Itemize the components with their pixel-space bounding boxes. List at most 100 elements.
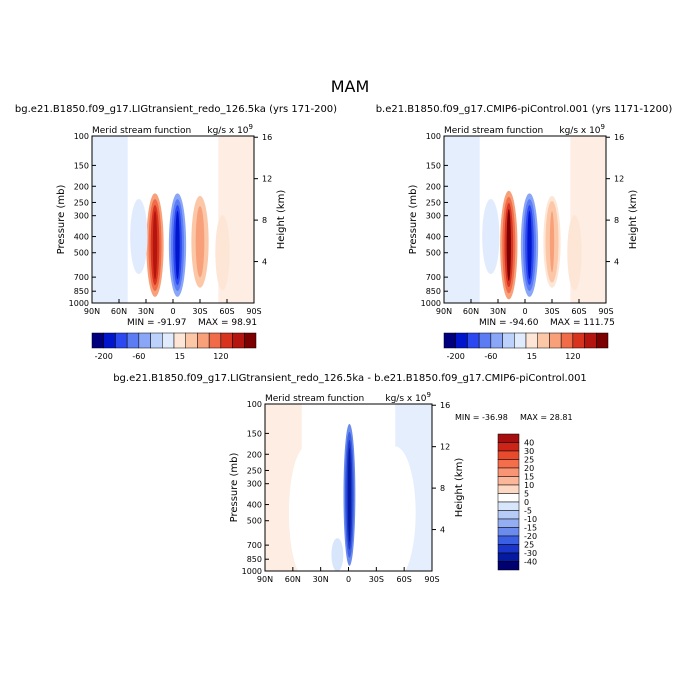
x-tick-label: 30S [369,575,384,584]
stream-cell [389,468,401,558]
y-tick-label: 500 [74,249,89,258]
y-tick-label: 400 [74,233,89,242]
y2-tick-label: 8 [440,484,445,493]
colorbar-box [467,332,480,349]
x-tick-label: 30N [138,307,154,316]
x-tick-label: 60N [463,307,479,316]
y-tick-label: 1000 [242,567,262,576]
colorbar-label: -40 [524,558,537,567]
colorbar-label: 15 [527,352,537,361]
y-tick-label: 200 [426,182,441,191]
units-base: kg/s x 10 [559,126,600,136]
colorbar-box [497,493,520,503]
plot-subtitle: Merid stream function [265,394,364,404]
colorbar-box [596,332,609,349]
colorbar-box [502,332,515,349]
units-exponent: 9 [249,123,253,131]
season-title: MAM [331,77,370,96]
y-tick-label: 500 [426,249,441,258]
colorbar-box [173,332,186,349]
colorbar-label: 0 [524,498,529,507]
y-axis-label: Pressure (mb) [229,453,240,523]
colorbar-label: -20 [524,532,537,541]
colorbar-label: 20 [524,464,534,473]
y-tick-label: 850 [426,287,441,296]
colorbar-label: 5 [524,490,529,499]
colorbar-label: -200 [95,352,113,361]
y2-tick-label: 16 [614,133,624,142]
y2-tick-label: 4 [440,526,445,535]
colorbar-box [497,459,520,469]
field-band [92,136,128,303]
colorbar-label: 120 [565,352,580,361]
y-tick-label: 500 [247,517,262,526]
min-label: MIN = -36.98 [455,413,508,422]
y-tick-label: 700 [247,541,262,550]
colorbar-box [497,561,520,571]
colorbar-box [497,518,520,528]
x-tick-label: 60S [571,307,586,316]
panel-left-title: bg.e21.B1850.f09_g17.LIGtransient_redo_1… [15,104,337,115]
colorbar-label: 15 [524,473,534,482]
colorbar-label: -10 [524,515,537,524]
max-label: MAX = 98.91 [198,318,257,328]
colorbar-box [490,332,503,349]
colorbar-label: -15 [524,524,537,533]
colorbar-box [525,332,538,349]
colorbar-box [126,332,140,349]
x-tick-label: 30S [192,307,207,316]
y-axis-label: Pressure (mb) [56,185,67,255]
x-tick-label: 0 [346,575,351,584]
colorbar-box [115,332,128,349]
y-tick-label: 1000 [421,299,441,308]
colorbar-box [244,332,257,349]
y-tick-label: 150 [74,161,89,170]
x-tick-label: 30S [544,307,559,316]
colorbar-box [150,332,163,349]
y-tick-label: 700 [426,273,441,282]
units-exponent: 9 [601,123,605,131]
stream-cell [572,227,577,278]
min-label: MIN = -91.97 [127,318,186,328]
y2-axis-label: Height (km) [628,190,639,250]
stream-cell [136,211,141,262]
stream-cell [347,447,351,542]
y-tick-label: 700 [74,273,89,282]
colorbar-label: 10 [524,481,534,490]
y-tick-label: 850 [247,555,262,564]
y-tick-label: 250 [247,466,262,475]
panel-diff-title: bg.e21.B1850.f09_g17.LIGtransient_redo_1… [113,373,587,384]
y-tick-label: 300 [426,212,441,221]
stream-cell [488,211,493,262]
units-base: kg/s x 10 [385,394,426,404]
plot-subtitle: Merid stream function [444,126,543,136]
y2-tick-label: 8 [614,216,619,225]
units-exponent: 9 [427,391,431,399]
colorbar-box [138,332,151,349]
y-tick-label: 200 [247,450,262,459]
colorbar-label: 40 [524,439,534,448]
y-tick-label: 1000 [69,299,89,308]
y-tick-label: 100 [426,132,441,141]
x-tick-label: 60N [111,307,127,316]
y2-tick-label: 8 [262,216,267,225]
colorbar-box [560,332,574,349]
max-label: MAX = 111.75 [550,318,615,328]
plot-units: kg/s x 109 [385,391,431,404]
colorbar-box [220,332,233,349]
stream-cell [335,543,339,566]
y2-tick-label: 4 [614,258,619,267]
stream-cell [302,468,312,558]
panel-1: Merid stream function kg/s x 109 90N 60N 30N… [56,123,287,361]
y-tick-label: 100 [247,400,262,409]
colorbar-box [497,467,520,477]
units-base: kg/s x 10 [207,126,248,136]
panel-right-title: b.e21.B1850.f09_g17.CMIP6-piControl.001 … [376,104,673,115]
y-tick-label: 100 [74,132,89,141]
panel-3: Merid stream function kg/s x 109 90N 60N 30N… [229,391,573,584]
colorbar-box [572,332,585,349]
stream-cell [197,211,203,273]
panel-2: Merid stream function kg/s x 109 90N 60N 30N… [408,123,639,361]
colorbar-box [514,332,527,349]
x-tick-label: 0 [170,307,175,316]
